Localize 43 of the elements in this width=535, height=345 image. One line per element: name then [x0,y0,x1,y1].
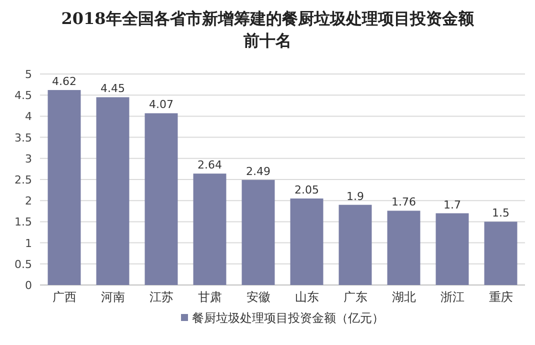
data-label: 1.9 [346,190,364,203]
y-tick-label: 1 [25,236,32,250]
bar [96,97,130,285]
x-tick-label: 广东 [343,290,368,304]
x-tick-label: 江苏 [149,290,174,304]
data-label: 2.64 [198,158,222,172]
x-tick-label: 浙江 [440,290,464,304]
x-tick-label: 甘肃 [198,290,222,304]
bar [193,174,226,285]
y-tick-label: 4.5 [14,89,32,102]
x-tick-label: 河南 [100,290,125,304]
data-label: 4.07 [149,98,174,112]
x-tick-label: 湖北 [392,290,416,304]
data-label: 1.76 [392,196,416,209]
x-tick-label: 重庆 [488,290,513,304]
bar [242,180,275,285]
y-tick-label: 0.5 [14,258,32,271]
data-label: 4.62 [52,75,76,88]
y-tick-label: 5 [25,68,32,81]
x-tick-label: 山东 [294,290,319,304]
data-label: 2.49 [246,164,270,178]
y-tick-label: 3.5 [14,131,32,144]
x-tick-label: 安徽 [246,290,270,304]
y-tick-label: 4 [25,110,32,124]
chart-title: 2018年全国各省市新增筹建的餐厨垃圾处理项目投资金额前十名 [60,8,475,52]
data-label: 2.05 [294,183,319,196]
data-label: 1.5 [492,206,510,220]
bar [48,90,81,285]
bar [338,204,372,285]
x-tick-label: 广西 [52,290,76,304]
y-tick-label: 0 [25,279,32,292]
y-tick-label: 2 [25,194,32,208]
y-tick-label: 1.5 [14,216,32,229]
data-label: 4.45 [100,82,125,96]
bar [144,113,178,285]
y-tick-label: 3 [25,152,32,166]
data-label: 1.7 [444,198,461,212]
bar [436,213,469,285]
bar [290,198,324,285]
bar [484,222,518,285]
bar [387,210,420,285]
y-tick-label: 2.5 [14,174,32,186]
legend-label: 餐厨垃圾处理项目投资金额（亿元） [192,311,384,325]
